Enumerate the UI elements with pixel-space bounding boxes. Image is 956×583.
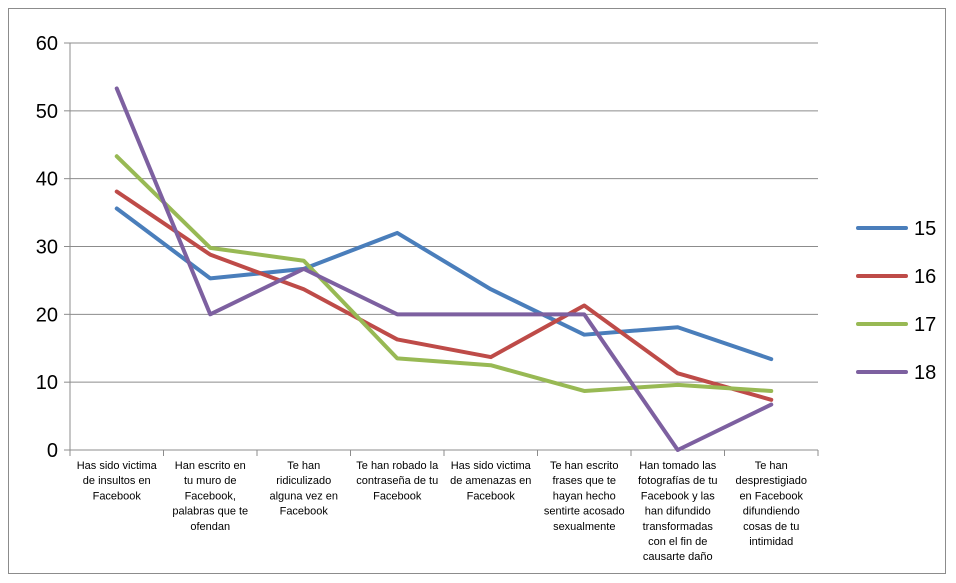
x-tick-label: Te han desprestigiado en Facebook difundien… [735, 460, 807, 548]
y-tick-label: 40 [36, 169, 58, 191]
x-tick-label: Has sido victima de insultos en Facebook [77, 460, 158, 502]
series-line-16 [114, 189, 774, 402]
series-line-17 [114, 154, 774, 393]
x-axis-labels: Has sido victima de insultos en Facebook Ha… [77, 460, 807, 563]
x-tick-label: Te han escrito frases que te hayan hecho se… [544, 460, 625, 533]
legend-label-18: 18 [914, 362, 936, 384]
y-tick-label: 60 [36, 33, 58, 55]
x-tick-label: Han tomado las fotografías de tu Facebook … [638, 460, 718, 563]
y-tick-label: 10 [36, 372, 58, 394]
y-tick-label: 0 [47, 440, 58, 462]
legend: 15 16 17 18 [856, 218, 936, 384]
legend-label-16: 16 [914, 266, 936, 288]
x-tick-label: Te han robado la contraseña de tu Facebook [356, 460, 439, 502]
chart-area [8, 8, 946, 574]
y-tick-label: 20 [36, 304, 58, 326]
legend-label-17: 17 [914, 314, 936, 336]
series-line-18 [114, 86, 774, 452]
series-lines [114, 86, 774, 452]
y-tick-label: 50 [36, 101, 58, 123]
y-axis-ticks: 0 10 20 30 40 50 60 [36, 33, 70, 462]
x-tick-label: Te han ridiculizado alguna vez en Facebook [270, 460, 339, 518]
legend-label-15: 15 [914, 218, 936, 240]
series-line-15 [114, 206, 774, 362]
x-tick-label: Han escrito en tu muro de Facebook, palabra… [172, 460, 248, 533]
x-tick-label: Has sido victima de amenazas en Facebook [450, 460, 532, 502]
y-tick-label: 30 [36, 237, 58, 259]
